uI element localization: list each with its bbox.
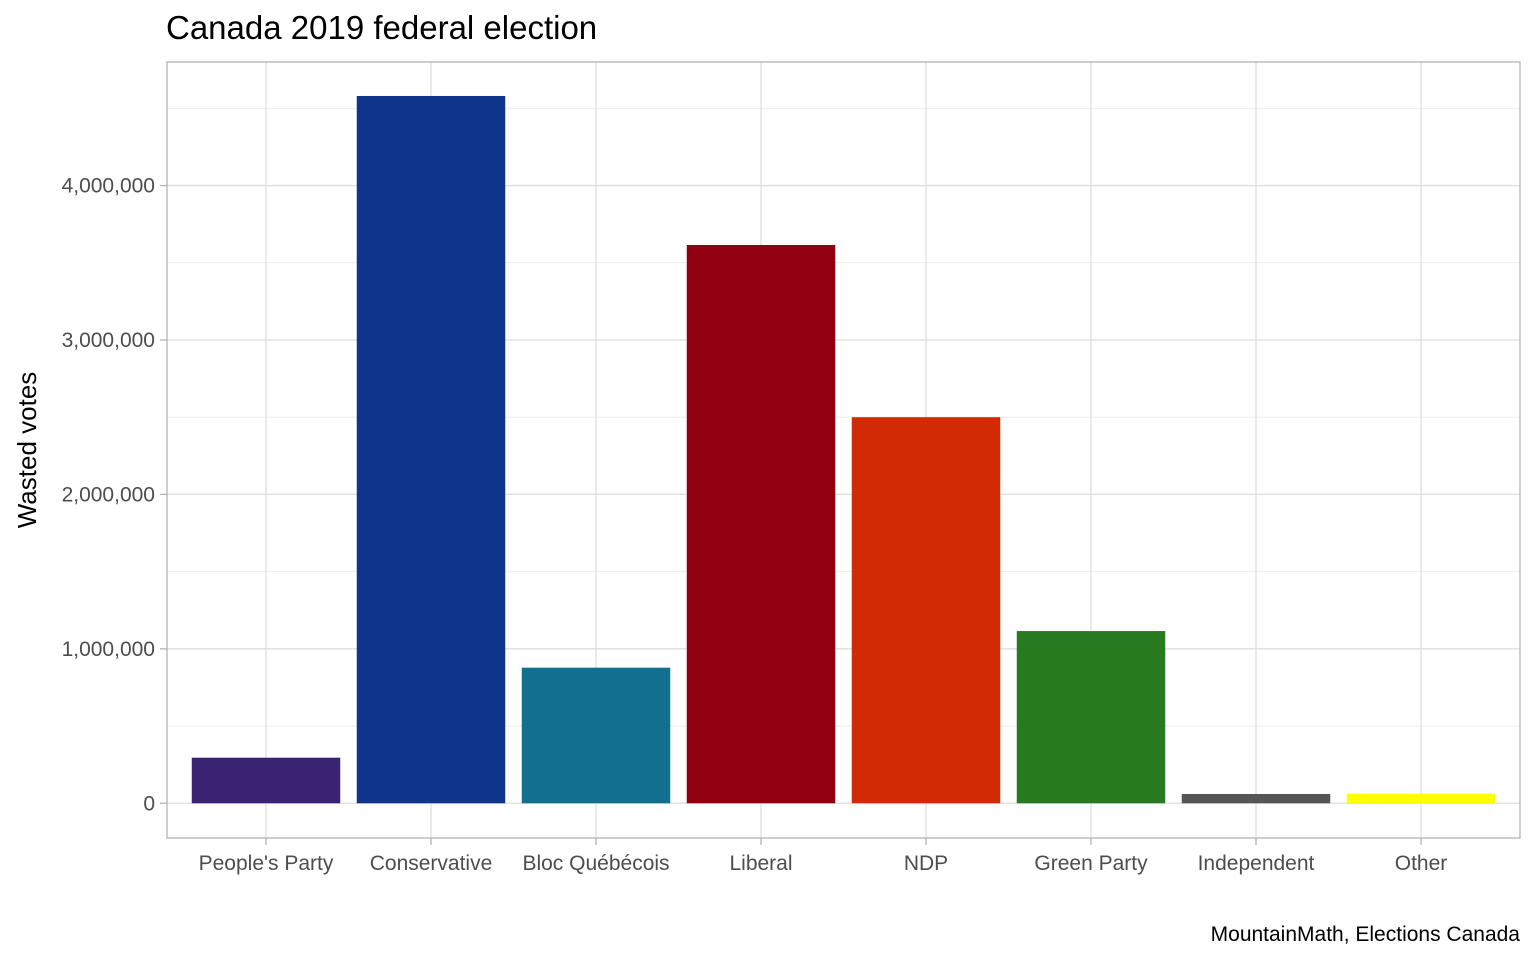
bar [191,757,341,804]
y-tick-label: 3,000,000 [62,329,155,352]
x-tick-label: Green Party [1034,852,1148,875]
x-tick-label: Bloc Québécois [522,852,669,875]
bar [1016,631,1166,804]
chart-title: Canada 2019 federal election [166,9,597,46]
x-tick-label: Liberal [729,852,792,875]
y-tick-label: 2,000,000 [62,483,155,506]
y-axis: 0 1,000,000 2,000,000 3,000,000 4,000,000 [62,175,167,815]
panel-border [166,61,1521,839]
x-tick-label: Independent [1198,852,1315,875]
x-tick-label: NDP [904,852,948,875]
y-axis-label: Wasted votes [12,372,42,529]
x-tick-label: Other [1395,852,1448,875]
bar [1181,793,1331,804]
bar [521,667,671,804]
bar [1346,793,1496,804]
x-tick-label: People's Party [199,852,334,875]
bar [686,244,836,804]
bar [356,95,506,804]
bar [851,417,1001,804]
y-tick-label: 4,000,000 [62,175,155,198]
x-axis: People's Party Conservative Bloc Québécois… [199,838,1448,875]
y-tick-label: 1,000,000 [62,638,155,661]
x-tick-label: Conservative [370,852,493,875]
y-tick-label: 0 [143,792,155,815]
chart-caption: MountainMath, Elections Canada [1211,923,1521,946]
bars [191,95,1496,804]
